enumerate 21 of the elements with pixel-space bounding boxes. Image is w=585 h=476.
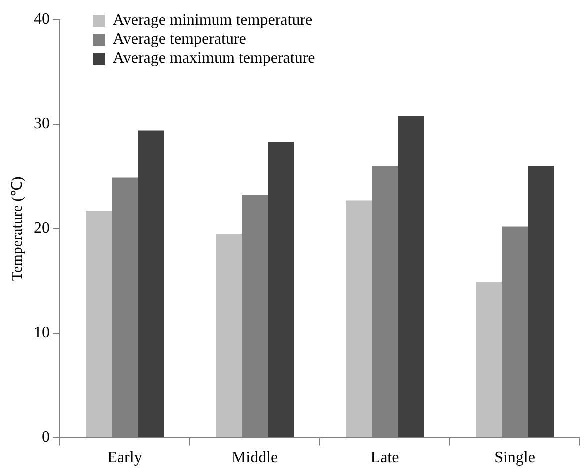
bar — [216, 234, 242, 438]
bar — [476, 282, 502, 438]
x-tick-label: Late — [370, 450, 400, 467]
y-tick-label: 0 — [42, 429, 50, 446]
y-tick-label: 30 — [34, 116, 50, 133]
bar — [398, 116, 424, 438]
legend-label: Average minimum temperature — [113, 12, 313, 30]
bar — [346, 200, 372, 438]
x-tick-label: Single — [494, 450, 536, 467]
bar — [138, 130, 164, 438]
bar — [528, 166, 554, 438]
bar — [268, 142, 294, 438]
y-tick-label: 20 — [34, 220, 50, 238]
y-tick-label: 40 — [34, 11, 50, 28]
bar — [86, 211, 112, 438]
x-tick-label: Middle — [232, 450, 278, 467]
legend-label: Average maximum temperature — [113, 50, 316, 68]
y-tick-label: 10 — [34, 324, 50, 342]
legend-label: Average temperature — [113, 31, 246, 48]
y-axis-title: Temperature (℃) — [10, 176, 26, 282]
x-tick-label: Early — [108, 450, 142, 467]
